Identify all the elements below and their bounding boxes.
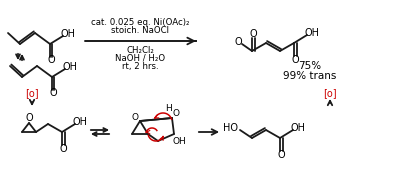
- Text: O: O: [47, 55, 55, 65]
- Text: OH: OH: [62, 62, 78, 72]
- Text: O: O: [234, 37, 242, 47]
- Text: O: O: [291, 55, 299, 65]
- Text: O: O: [49, 88, 57, 98]
- Text: [o]: [o]: [323, 88, 337, 98]
- Text: O: O: [277, 150, 285, 160]
- Text: 99% trans: 99% trans: [283, 71, 337, 81]
- Text: 75%: 75%: [298, 61, 322, 71]
- Text: H: H: [165, 103, 171, 113]
- Text: stoich. NaOCl: stoich. NaOCl: [111, 25, 169, 34]
- Text: HO: HO: [223, 123, 238, 133]
- Text: OH: OH: [304, 28, 320, 38]
- Text: OH: OH: [72, 117, 88, 127]
- Text: O: O: [249, 29, 257, 39]
- Text: CH₂Cl₂: CH₂Cl₂: [126, 45, 154, 54]
- Text: OH: OH: [172, 138, 186, 146]
- Text: O: O: [25, 113, 33, 123]
- Text: O: O: [172, 109, 180, 117]
- Text: O: O: [59, 144, 67, 154]
- Text: O: O: [132, 113, 138, 122]
- Text: rt, 2 hrs.: rt, 2 hrs.: [122, 62, 158, 71]
- Text: [o]: [o]: [25, 88, 39, 98]
- Text: cat. 0.025 eq. Ni(OAc)₂: cat. 0.025 eq. Ni(OAc)₂: [91, 17, 189, 26]
- Text: OH: OH: [60, 29, 76, 39]
- Text: NaOH / H₂O: NaOH / H₂O: [115, 54, 165, 63]
- Text: OH: OH: [290, 123, 306, 133]
